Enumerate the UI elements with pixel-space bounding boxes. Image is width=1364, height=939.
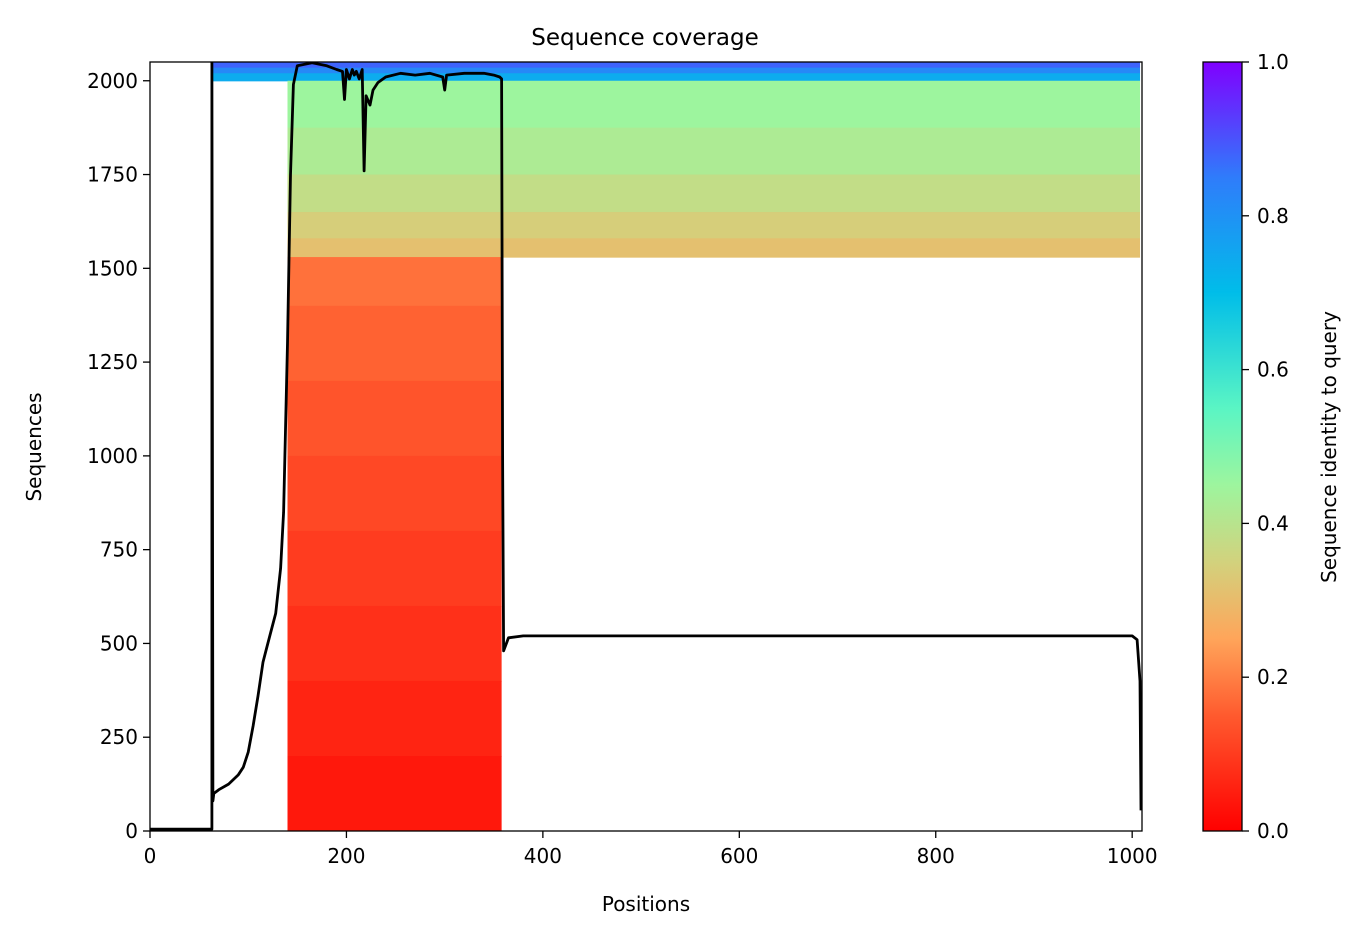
colorbar-tick-label: 0.6 bbox=[1257, 358, 1289, 382]
identity-block bbox=[287, 127, 1141, 176]
y-tick-label: 1000 bbox=[87, 444, 138, 468]
identity-block bbox=[287, 755, 502, 831]
identity-block bbox=[287, 380, 502, 457]
colorbar-tick-label: 0.4 bbox=[1257, 511, 1289, 535]
y-axis-label: Sequences bbox=[22, 392, 46, 501]
x-tick-label: 800 bbox=[917, 844, 955, 868]
y-tick-label: 0 bbox=[125, 819, 138, 843]
identity-block bbox=[287, 305, 502, 382]
x-axis: 0 200 400 600 800 1000 bbox=[144, 831, 1158, 868]
identity-block bbox=[287, 680, 502, 757]
y-axis: 0 250 500 750 1000 1250 1500 1750 2000 bbox=[87, 69, 150, 843]
identity-block bbox=[287, 605, 502, 682]
colorbar-ticks: 0.0 0.2 0.4 0.6 0.8 1.0 bbox=[1242, 50, 1289, 843]
plot-area bbox=[149, 61, 1143, 832]
y-tick-label: 250 bbox=[100, 725, 138, 749]
identity-block bbox=[212, 62, 1141, 69]
x-tick-label: 400 bbox=[524, 844, 562, 868]
identity-block bbox=[287, 174, 1141, 213]
identity-blocks bbox=[212, 62, 1141, 831]
y-tick-label: 1750 bbox=[87, 163, 138, 187]
y-tick-label: 2000 bbox=[87, 69, 138, 93]
identity-block bbox=[212, 73, 1141, 82]
colorbar: 0.0 0.2 0.4 0.6 0.8 1.0 Sequence identity to … bbox=[1202, 50, 1341, 843]
identity-block bbox=[287, 80, 1141, 129]
coverage-line bbox=[150, 62, 1142, 831]
colorbar-tick-label: 0.8 bbox=[1257, 204, 1289, 228]
x-tick-label: 1000 bbox=[1107, 844, 1158, 868]
x-axis-label: Positions bbox=[602, 892, 690, 916]
x-tick-label: 600 bbox=[720, 844, 758, 868]
identity-block bbox=[287, 257, 502, 307]
colorbar-tick-label: 0.0 bbox=[1257, 819, 1289, 843]
plot-frame bbox=[149, 61, 1143, 832]
y-tick-label: 750 bbox=[100, 538, 138, 562]
y-tick-label: 500 bbox=[100, 631, 138, 655]
colorbar-gradient bbox=[1202, 61, 1243, 832]
colorbar-label: Sequence identity to query bbox=[1317, 311, 1341, 583]
identity-block bbox=[287, 212, 1141, 239]
y-tick-label: 1250 bbox=[87, 350, 138, 374]
colorbar-tick-label: 0.2 bbox=[1257, 665, 1289, 689]
colorbar-tick-label: 1.0 bbox=[1257, 50, 1289, 74]
identity-block bbox=[287, 455, 502, 532]
identity-block bbox=[287, 238, 1141, 258]
y-tick-label: 1500 bbox=[87, 256, 138, 280]
chart-title: Sequence coverage bbox=[531, 25, 759, 51]
coverage-line-layer bbox=[150, 62, 1142, 831]
x-tick-label: 200 bbox=[327, 844, 365, 868]
x-tick-label: 0 bbox=[144, 844, 157, 868]
identity-block bbox=[212, 67, 1141, 74]
identity-block bbox=[287, 530, 502, 607]
